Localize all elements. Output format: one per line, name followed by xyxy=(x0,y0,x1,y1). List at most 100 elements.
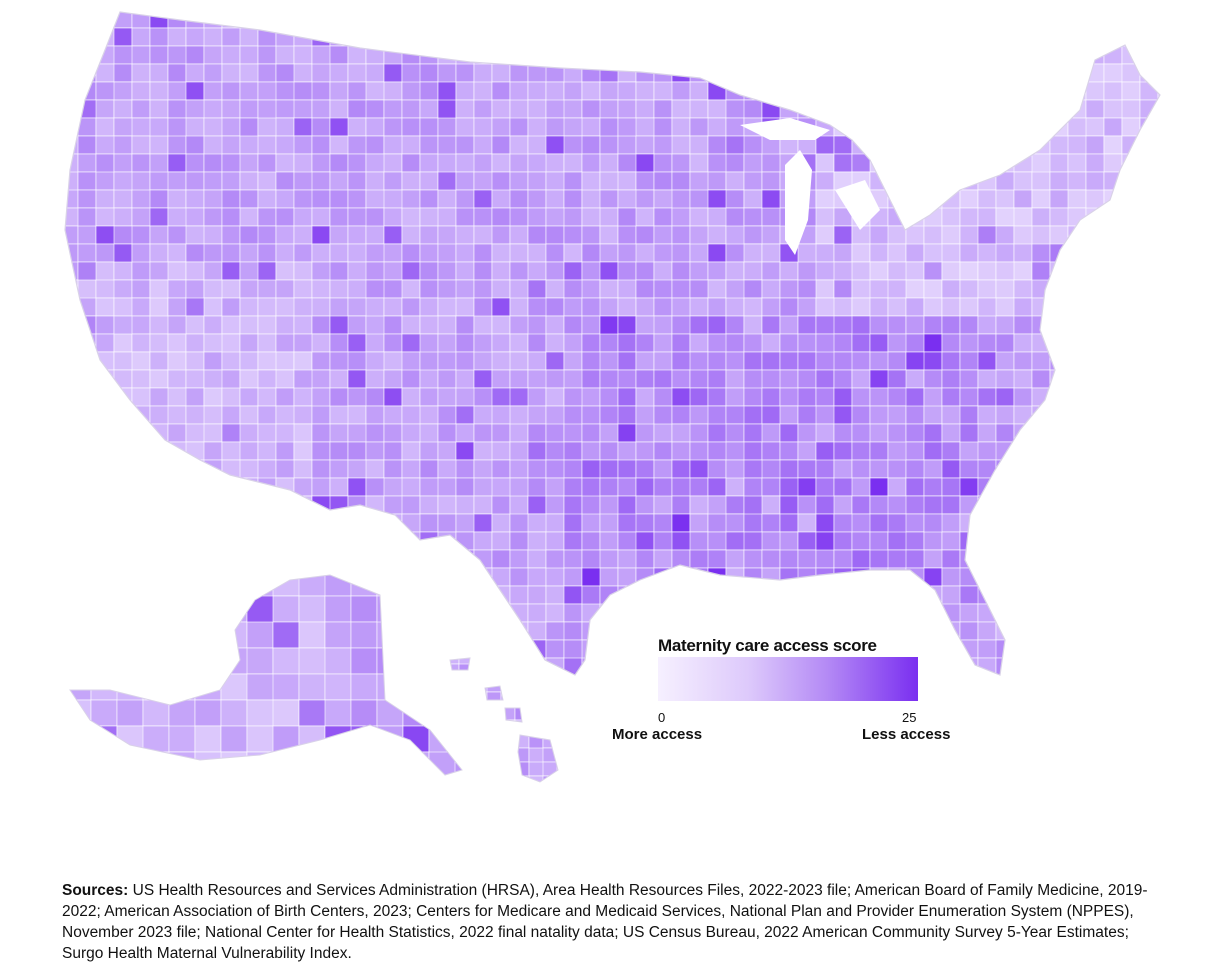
county-cell xyxy=(1085,117,1105,137)
county-cell xyxy=(77,12,97,29)
county-cell xyxy=(113,63,133,83)
county-cell xyxy=(131,621,169,659)
county-cell xyxy=(635,297,655,317)
county-cell xyxy=(1139,387,1160,407)
county-cell xyxy=(995,12,1015,29)
county-cell xyxy=(347,117,367,137)
county-cell xyxy=(959,45,979,65)
county-cell xyxy=(995,405,1015,425)
county-cell xyxy=(1157,567,1160,587)
county-cell xyxy=(65,778,117,800)
county-cell xyxy=(887,153,907,191)
legend-color-ramp xyxy=(658,657,918,701)
county-cell xyxy=(203,513,223,551)
county-cell xyxy=(905,117,925,137)
county-cell xyxy=(1085,261,1105,299)
county-cell xyxy=(1085,603,1105,641)
county-cell xyxy=(347,405,367,425)
county-cell xyxy=(653,441,673,461)
county-cell xyxy=(797,495,817,515)
county-cell xyxy=(923,189,943,209)
county-cell xyxy=(542,677,558,693)
county-cell xyxy=(329,459,349,479)
county-cell xyxy=(833,387,853,407)
county-cell xyxy=(347,513,367,533)
county-cell xyxy=(324,621,352,649)
county-cell xyxy=(419,261,439,281)
county-cell xyxy=(185,261,205,281)
county-cell xyxy=(851,441,871,461)
county-cell xyxy=(113,603,133,623)
choropleth-map xyxy=(64,11,1161,800)
county-cell xyxy=(671,117,691,137)
county-cell xyxy=(275,207,295,227)
county-cell xyxy=(77,459,115,479)
county-cell xyxy=(977,459,997,479)
county-cell xyxy=(185,585,205,623)
county-cell xyxy=(995,441,1033,461)
county-cell xyxy=(347,12,367,47)
county-cell xyxy=(350,699,378,727)
county-cell xyxy=(977,603,997,623)
county-cell xyxy=(500,663,516,679)
county-cell xyxy=(1067,99,1087,119)
county-cell xyxy=(437,387,457,407)
county-cell xyxy=(455,778,481,800)
county-cell xyxy=(455,567,475,587)
county-cell xyxy=(401,12,439,47)
county-cell xyxy=(563,459,583,479)
county-cell xyxy=(113,207,133,227)
county-cell xyxy=(510,676,528,694)
county-cell xyxy=(203,585,223,623)
county-cell xyxy=(671,207,691,227)
county-cell xyxy=(617,135,637,155)
county-cell xyxy=(959,387,979,407)
county-cell xyxy=(833,297,853,317)
county-cell xyxy=(689,153,709,173)
county-cell xyxy=(500,761,516,777)
county-cell xyxy=(458,775,474,782)
county-cell xyxy=(401,585,439,605)
county-cell xyxy=(167,405,187,425)
county-cell xyxy=(401,243,421,263)
county-cell xyxy=(1157,99,1160,119)
county-cell xyxy=(298,725,326,753)
county-cell xyxy=(851,12,871,47)
county-cell xyxy=(887,12,907,29)
county-cell xyxy=(617,423,637,443)
county-cell xyxy=(311,351,331,371)
county-cell xyxy=(1103,459,1123,479)
county-cell xyxy=(167,495,187,515)
county-cell xyxy=(1139,12,1159,29)
county-cell xyxy=(167,153,187,173)
county-cell xyxy=(350,673,378,701)
county-cell xyxy=(527,351,547,371)
county-cell xyxy=(923,99,943,119)
county-cell xyxy=(815,171,835,191)
county-cell xyxy=(347,369,367,389)
county-cell xyxy=(473,207,493,227)
county-cell xyxy=(149,351,169,371)
county-cell xyxy=(1121,441,1159,479)
county-cell xyxy=(116,575,144,623)
county-cell xyxy=(65,225,79,245)
county-cell xyxy=(65,567,97,587)
county-cell xyxy=(383,549,403,569)
county-cell xyxy=(1085,621,1105,641)
county-cell xyxy=(221,549,241,569)
county-cell xyxy=(779,513,799,533)
county-cell xyxy=(77,603,97,623)
county-cell xyxy=(797,387,817,407)
county-cell xyxy=(149,459,187,497)
county-cell xyxy=(203,207,223,227)
county-cell xyxy=(779,495,799,515)
county-cell xyxy=(293,99,313,119)
county-cell xyxy=(272,595,300,623)
county-cell xyxy=(1031,531,1051,551)
county-cell xyxy=(419,99,439,119)
county-cell xyxy=(1157,387,1160,407)
county-cell xyxy=(275,261,295,281)
county-cell xyxy=(275,189,295,209)
county-cell xyxy=(203,495,241,533)
county-cell xyxy=(599,531,619,551)
